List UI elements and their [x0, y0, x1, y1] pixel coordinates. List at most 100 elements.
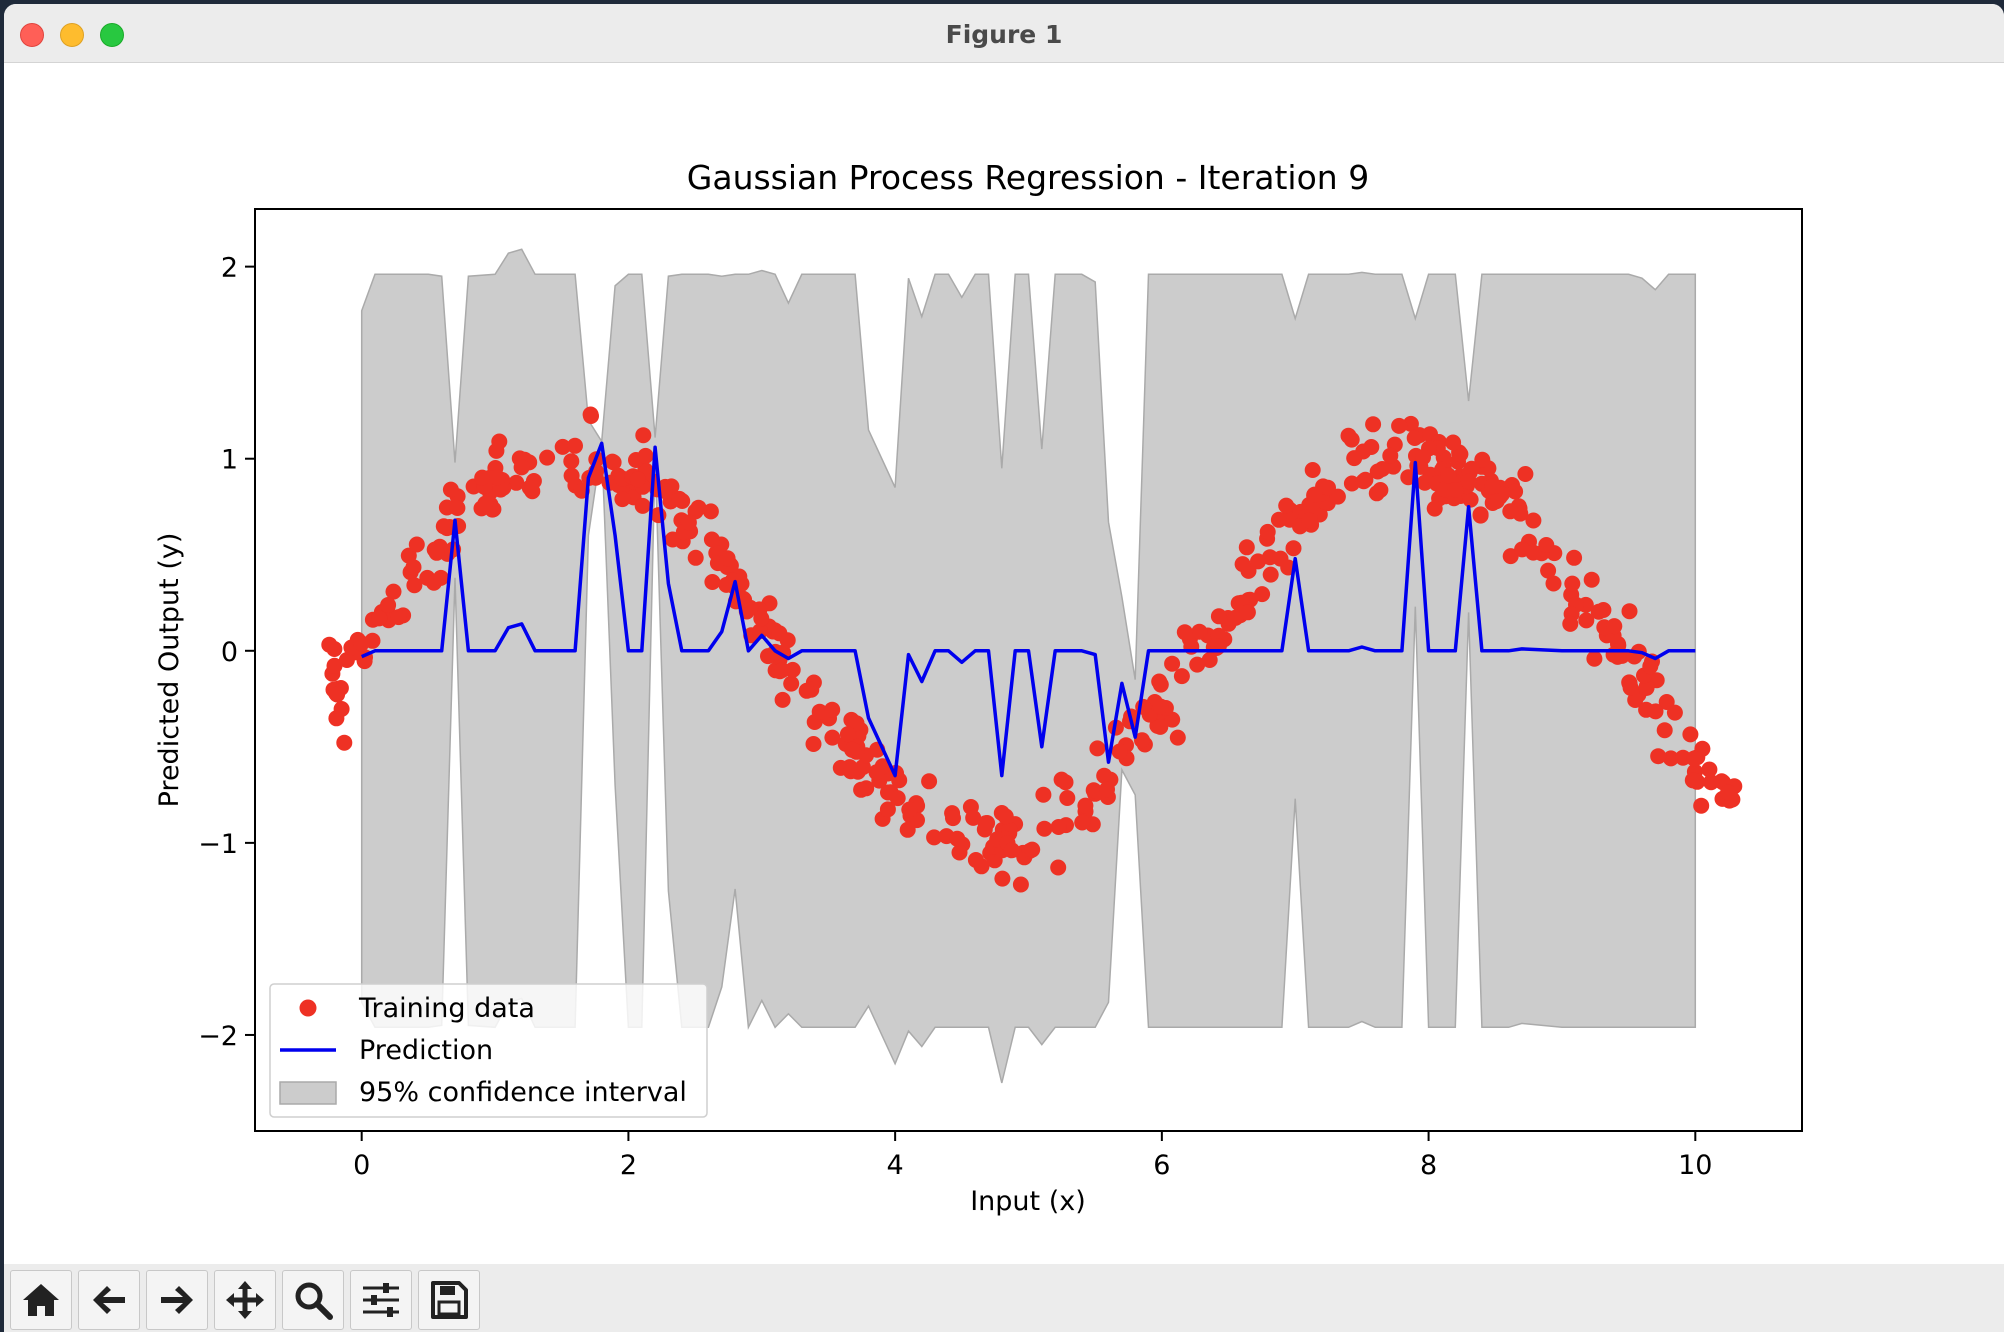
- training-point: [798, 682, 815, 699]
- training-point: [1191, 623, 1208, 640]
- save-button[interactable]: [418, 1270, 480, 1330]
- training-point: [842, 763, 859, 780]
- training-point: [491, 433, 508, 450]
- training-point: [1540, 562, 1557, 579]
- training-point: [1164, 655, 1181, 672]
- training-point: [1369, 463, 1386, 480]
- training-point: [605, 454, 622, 471]
- training-point: [997, 808, 1014, 825]
- training-point: [563, 453, 580, 470]
- forward-button[interactable]: [146, 1270, 208, 1330]
- training-point: [704, 574, 721, 590]
- training-point: [1057, 774, 1074, 791]
- arrow-left-icon: [93, 1286, 125, 1314]
- chart: Gaussian Process Regression - Iteration …: [154, 158, 1803, 1217]
- training-point: [1254, 586, 1271, 603]
- maximize-window-button[interactable]: [100, 23, 124, 47]
- prediction-line: [361, 441, 1696, 778]
- training-point: [1426, 500, 1443, 517]
- pan-button[interactable]: [214, 1270, 276, 1330]
- training-point: [432, 569, 449, 586]
- training-point: [839, 726, 856, 743]
- training-point: [899, 821, 916, 838]
- training-point: [951, 844, 968, 861]
- training-point: [967, 852, 984, 868]
- sliders-icon: [363, 1283, 399, 1317]
- training-point: [853, 781, 870, 798]
- training-point: [1024, 841, 1041, 858]
- configure-subplots-button[interactable]: [350, 1270, 412, 1330]
- prediction-line-layer: [361, 441, 1696, 778]
- training-point: [539, 449, 556, 466]
- training-point: [1152, 698, 1169, 715]
- training-point: [753, 610, 770, 627]
- zoom-button[interactable]: [282, 1270, 344, 1330]
- training-point: [442, 481, 459, 498]
- training-point: [333, 701, 350, 717]
- training-point: [1662, 750, 1679, 767]
- training-point: [1234, 556, 1251, 573]
- training-point: [1415, 449, 1431, 466]
- legend-marker-training-data: [299, 999, 317, 1017]
- save-icon: [431, 1281, 468, 1319]
- title-bar: Figure 1: [4, 4, 2004, 63]
- training-point: [1270, 511, 1287, 528]
- training-point: [965, 809, 982, 826]
- training-point: [408, 536, 425, 553]
- training-point: [1538, 537, 1555, 553]
- x-tick-label: 6: [1153, 1150, 1170, 1181]
- training-point: [1238, 539, 1255, 556]
- training-point: [1682, 726, 1699, 743]
- home-icon: [23, 1284, 59, 1316]
- training-point: [1484, 478, 1501, 495]
- x-axis-label: Input (x): [970, 1186, 1086, 1217]
- training-point: [1650, 748, 1667, 765]
- training-point: [336, 734, 353, 751]
- training-point: [1169, 729, 1186, 746]
- training-point: [1440, 467, 1457, 484]
- training-point: [1517, 466, 1534, 482]
- training-point: [1340, 427, 1357, 444]
- training-point: [1502, 503, 1519, 520]
- arrow-right-icon: [161, 1286, 193, 1314]
- training-point: [1278, 497, 1295, 514]
- back-button[interactable]: [78, 1270, 140, 1330]
- y-tick-label: −1: [198, 829, 238, 860]
- navigation-toolbar: [4, 1264, 2004, 1332]
- training-point: [390, 609, 407, 626]
- training-point: [1693, 797, 1710, 814]
- training-point: [1638, 680, 1655, 696]
- training-point: [1621, 603, 1638, 620]
- training-point: [1447, 482, 1464, 498]
- window-title: Figure 1: [945, 20, 1063, 49]
- training-point: [629, 471, 646, 488]
- home-button[interactable]: [10, 1270, 72, 1330]
- training-point: [449, 500, 466, 516]
- training-point: [1096, 767, 1113, 784]
- y-tick-label: −2: [198, 1021, 238, 1052]
- training-point: [1656, 722, 1673, 739]
- training-point: [1525, 512, 1542, 529]
- training-point: [848, 715, 865, 732]
- training-point: [1227, 609, 1244, 626]
- close-window-button[interactable]: [20, 23, 44, 47]
- zoom-icon: [295, 1282, 333, 1320]
- y-tick-label: 0: [221, 637, 238, 668]
- training-point: [1250, 553, 1266, 570]
- minimize-window-button[interactable]: [60, 23, 84, 47]
- training-point: [321, 636, 338, 653]
- training-point: [521, 479, 538, 496]
- training-point: [868, 764, 885, 781]
- x-tick-label: 2: [620, 1150, 637, 1181]
- training-point: [1627, 692, 1644, 708]
- y-axis-label: Predicted Output (y): [154, 533, 185, 808]
- legend-marker-confidence-interval: [279, 1081, 337, 1105]
- legend-label-confidence-interval: 95% confidence interval: [359, 1077, 687, 1108]
- training-point: [567, 437, 583, 454]
- training-point: [703, 531, 720, 548]
- training-point: [1152, 676, 1169, 693]
- figure-canvas[interactable]: Gaussian Process Regression - Iteration …: [4, 63, 2004, 1263]
- training-point: [1622, 679, 1639, 696]
- training-point: [1452, 446, 1469, 463]
- training-point: [1406, 430, 1423, 446]
